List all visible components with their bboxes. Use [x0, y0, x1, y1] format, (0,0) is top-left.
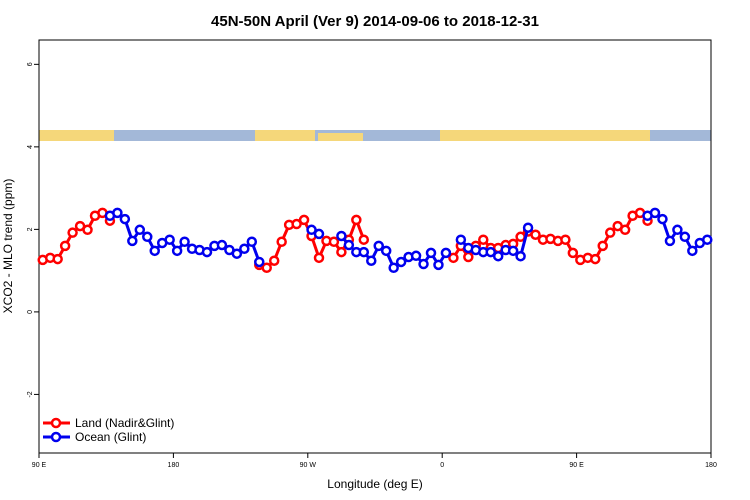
- data-point: [604, 227, 616, 238]
- data-point: [328, 236, 340, 248]
- legend-label: Land (Nadir&Glint): [75, 416, 174, 430]
- data-point: [343, 239, 355, 251]
- data-point: [492, 250, 504, 262]
- data-point: [127, 235, 138, 247]
- legend-marker: [50, 431, 62, 443]
- data-point: [306, 224, 317, 236]
- y-tick-label: 6: [27, 62, 34, 66]
- data-point: [687, 245, 698, 257]
- data-point: [351, 214, 362, 226]
- data-point: [410, 250, 422, 262]
- data-point: [149, 245, 160, 257]
- data-point: [164, 234, 175, 245]
- data-point: [291, 218, 302, 230]
- x-tick-label: 0: [440, 462, 444, 469]
- data-point: [657, 213, 668, 225]
- data-point: [380, 245, 392, 257]
- map-strip: [39, 130, 711, 141]
- data-point: [261, 262, 272, 273]
- data-point: [522, 222, 534, 233]
- data-point: [702, 234, 713, 245]
- data-point: [313, 228, 325, 240]
- data-point: [216, 239, 228, 251]
- legend-label: Ocean (Glint): [75, 430, 146, 444]
- data-point: [336, 230, 347, 242]
- data-point: [254, 256, 265, 268]
- data-point: [336, 246, 347, 258]
- data-point: [313, 252, 325, 264]
- data-point: [134, 224, 146, 236]
- data-point: [395, 256, 407, 268]
- data-point: [373, 240, 384, 252]
- data-point: [597, 240, 608, 252]
- x-tick-label: 90 W: [300, 462, 317, 469]
- data-point: [478, 234, 489, 245]
- data-point: [268, 255, 280, 266]
- data-point: [179, 236, 190, 248]
- data-point: [672, 224, 683, 236]
- data-point: [358, 246, 370, 258]
- data-point: [112, 207, 123, 219]
- plot-frame: [38, 39, 712, 454]
- data-point: [485, 246, 496, 258]
- data-point: [448, 252, 459, 264]
- y-tick-label: 4: [27, 145, 34, 149]
- data-point: [119, 213, 131, 225]
- data-point: [366, 255, 377, 266]
- data-point: [67, 227, 78, 238]
- data-point: [276, 236, 287, 248]
- data-point: [52, 253, 63, 265]
- data-point: [649, 207, 661, 219]
- data-point: [82, 224, 93, 236]
- x-tick-label: 180: [705, 462, 717, 469]
- data-point: [530, 229, 541, 240]
- y-axis-label: XCO2 - MLO trend (ppm): [1, 179, 15, 314]
- data-point: [515, 250, 526, 262]
- data-point: [560, 234, 571, 245]
- data-point: [298, 214, 310, 226]
- data-point: [201, 246, 213, 258]
- data-point: [358, 234, 370, 245]
- data-point: [440, 247, 452, 259]
- data-point: [418, 258, 429, 270]
- data-point: [246, 236, 258, 248]
- chart-title: 45N-50N April (Ver 9) 2014-09-06 to 2018…: [211, 13, 539, 30]
- data-point: [679, 231, 691, 243]
- x-tick-label: 180: [168, 462, 180, 469]
- data-point: [567, 247, 579, 259]
- data-point: [142, 231, 153, 243]
- data-point: [664, 235, 676, 247]
- y-tick-label: -2: [27, 391, 34, 397]
- data-point: [590, 253, 601, 265]
- data-point: [425, 247, 437, 259]
- data-point: [239, 243, 250, 255]
- data-point: [231, 248, 243, 259]
- legend-marker: [50, 417, 62, 429]
- data-point: [515, 231, 526, 243]
- x-tick-label: 90 E: [569, 462, 584, 469]
- data-point: [171, 245, 183, 257]
- data-point: [59, 240, 71, 252]
- x-tick-label: 90 E: [32, 462, 47, 469]
- y-tick-label: 2: [27, 227, 34, 231]
- data-point: [455, 234, 467, 245]
- data-point: [433, 259, 444, 271]
- data-point: [619, 224, 631, 236]
- data-point: [463, 251, 474, 263]
- data-point: [507, 245, 519, 257]
- x-axis-label: Longitude (deg E): [327, 477, 422, 491]
- y-tick-label: 0: [27, 310, 34, 314]
- data-point: [388, 262, 399, 273]
